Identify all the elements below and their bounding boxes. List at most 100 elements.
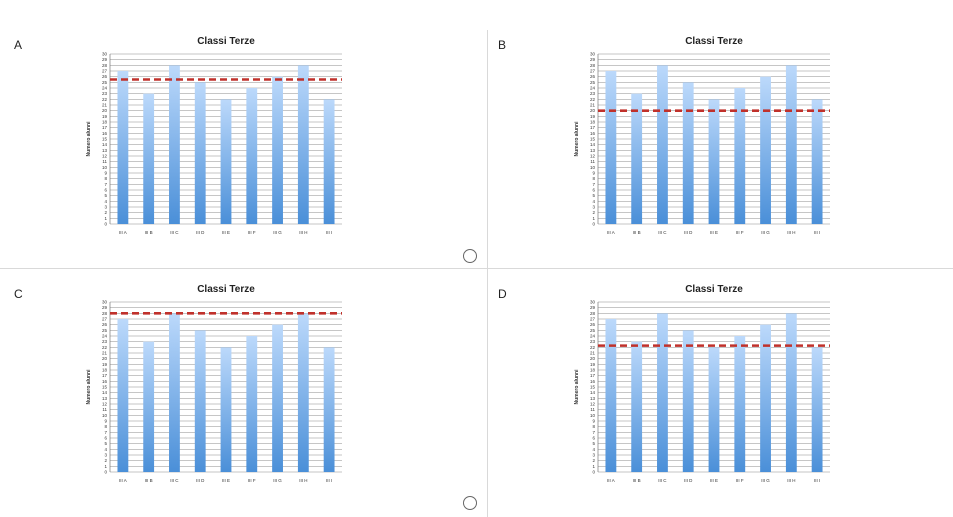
y-tick-label: 21 — [590, 351, 596, 356]
y-tick-label: 10 — [102, 413, 108, 418]
option-letter: A — [14, 38, 23, 52]
bar — [220, 99, 232, 224]
y-tick-label: 2 — [104, 210, 107, 215]
bar — [734, 88, 746, 224]
y-axis-label: Numero alunni — [574, 369, 580, 405]
y-tick-label: 6 — [104, 436, 107, 441]
y-tick-label: 18 — [590, 368, 596, 373]
x-tick-label: III F — [736, 478, 744, 483]
y-tick-label: 13 — [590, 396, 596, 401]
y-tick-label: 29 — [590, 305, 596, 310]
y-tick-label: 11 — [102, 407, 107, 412]
y-tick-label: 26 — [590, 74, 596, 79]
y-tick-label: 24 — [102, 334, 108, 339]
y-tick-label: 18 — [590, 120, 596, 125]
y-tick-label: 16 — [102, 131, 108, 136]
y-tick-label: 19 — [102, 114, 108, 119]
y-tick-label: 1 — [104, 464, 107, 469]
bar — [605, 319, 617, 472]
y-tick-label: 8 — [592, 424, 595, 429]
y-tick-label: 8 — [104, 424, 107, 429]
x-tick-label: III G — [761, 230, 770, 235]
x-tick-label: III E — [222, 230, 230, 235]
y-tick-label: 9 — [104, 171, 107, 176]
y-tick-label: 25 — [102, 80, 108, 85]
y-tick-label: 30 — [102, 52, 108, 57]
x-tick-label: III H — [787, 230, 795, 235]
y-tick-label: 0 — [592, 470, 595, 475]
bar — [785, 65, 797, 224]
y-tick-label: 22 — [102, 345, 108, 350]
y-tick-label: 12 — [590, 402, 596, 407]
x-tick-label: III D — [196, 230, 205, 235]
x-tick-label: III B — [145, 230, 153, 235]
option-c-radio[interactable] — [463, 496, 477, 510]
option-a-radio[interactable] — [463, 249, 477, 263]
x-tick-label: III E — [710, 478, 718, 483]
y-tick-label: 24 — [590, 334, 596, 339]
bar — [631, 93, 643, 224]
y-tick-label: 13 — [590, 148, 596, 153]
y-tick-label: 5 — [592, 441, 595, 446]
y-tick-label: 9 — [592, 171, 595, 176]
y-tick-label: 16 — [590, 379, 596, 384]
y-tick-label: 15 — [102, 137, 108, 142]
y-tick-label: 7 — [592, 430, 595, 435]
bar — [605, 71, 617, 224]
y-tick-label: 22 — [590, 345, 596, 350]
y-tick-label: 5 — [104, 193, 107, 198]
y-tick-label: 25 — [590, 328, 596, 333]
y-tick-label: 3 — [592, 205, 595, 210]
y-tick-label: 2 — [592, 210, 595, 215]
y-tick-label: 3 — [104, 205, 107, 210]
y-tick-label: 26 — [102, 74, 108, 79]
y-tick-label: 23 — [590, 339, 596, 344]
option-letter: C — [14, 287, 23, 301]
y-tick-label: 20 — [102, 108, 108, 113]
bar — [682, 82, 694, 224]
y-tick-label: 24 — [102, 86, 108, 91]
bar — [708, 347, 720, 472]
x-tick-label: III B — [145, 478, 153, 483]
y-tick-label: 29 — [102, 57, 108, 62]
bar — [811, 347, 823, 472]
chart-title: Classi Terze — [197, 284, 255, 295]
y-tick-label: 16 — [590, 131, 596, 136]
bar — [194, 82, 206, 224]
y-tick-label: 8 — [104, 176, 107, 181]
x-tick-label: III A — [119, 478, 127, 483]
x-tick-label: III G — [273, 230, 282, 235]
y-tick-label: 0 — [104, 470, 107, 475]
y-tick-label: 23 — [102, 91, 108, 96]
y-tick-label: 9 — [592, 419, 595, 424]
y-tick-label: 7 — [104, 430, 107, 435]
y-tick-label: 12 — [590, 154, 596, 159]
y-tick-label: 25 — [590, 80, 596, 85]
y-tick-label: 9 — [104, 419, 107, 424]
x-tick-label: III C — [658, 230, 667, 235]
x-tick-label: III G — [761, 478, 770, 483]
y-tick-label: 20 — [102, 356, 108, 361]
y-tick-label: 13 — [102, 148, 108, 153]
y-tick-label: 6 — [592, 436, 595, 441]
y-tick-label: 19 — [590, 362, 596, 367]
chart-title: Classi Terze — [685, 284, 743, 295]
y-tick-label: 30 — [590, 300, 596, 305]
y-tick-label: 20 — [590, 356, 596, 361]
y-tick-label: 17 — [590, 125, 596, 130]
x-tick-label: III I — [326, 478, 332, 483]
x-tick-label: III D — [684, 230, 693, 235]
y-tick-label: 14 — [590, 142, 596, 147]
y-axis-label: Numero alunni — [574, 121, 580, 157]
x-tick-label: III H — [299, 478, 307, 483]
bar — [246, 336, 258, 472]
bar — [169, 65, 180, 224]
y-axis-label: Numero alunni — [86, 121, 92, 157]
bar — [323, 347, 335, 472]
y-tick-label: 21 — [102, 103, 108, 108]
y-tick-label: 19 — [102, 362, 108, 367]
y-tick-label: 1 — [592, 216, 595, 221]
bar — [143, 341, 155, 472]
